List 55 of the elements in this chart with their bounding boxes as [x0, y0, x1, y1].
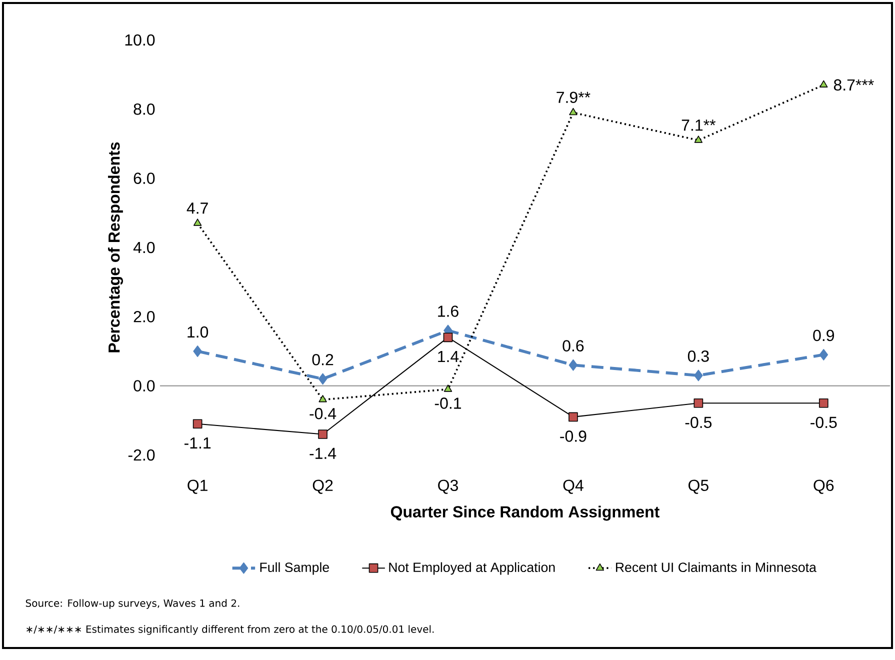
point [443, 332, 453, 342]
point [318, 394, 327, 402]
data-label: 0.3 [688, 350, 709, 362]
y-tick-label: 6.0 [134, 172, 155, 184]
point [568, 359, 578, 371]
point [193, 218, 202, 226]
data-label: -1.1 [184, 437, 211, 448]
point [694, 398, 704, 408]
legend-label: Recent UI Claimants in Minnesota [616, 562, 816, 572]
point [318, 430, 328, 439]
data-label: 0.6 [562, 340, 584, 352]
x-tick-label: Q3 [438, 480, 458, 494]
legend-label: Full Sample [260, 562, 329, 575]
point [694, 370, 703, 382]
data-label: 8.7*** [834, 79, 874, 91]
data-label: -1.4 [310, 448, 336, 459]
data-label: -0.4 [310, 408, 336, 420]
y-tick-label: 2.0 [134, 311, 155, 322]
data-label: 0.2 [312, 354, 334, 366]
data-label: 4.7 [186, 202, 208, 214]
data-label: -0.5 [685, 416, 712, 428]
point [568, 412, 578, 422]
x-tick-label: Q2 [312, 480, 333, 494]
y-tick-label: 0.0 [134, 380, 155, 392]
x-tick-label: Q6 [814, 480, 834, 494]
point [820, 80, 828, 88]
y-tick-label: 10.0 [125, 34, 155, 46]
y-tick-label: 4.0 [133, 242, 155, 254]
y-tick-label: -2.0 [128, 449, 155, 461]
data-label: 0.9 [813, 330, 834, 342]
point [819, 348, 828, 360]
data-label: 1.0 [188, 326, 208, 338]
y-tick-label: 8.0 [134, 104, 155, 115]
x-tick-label: Q4 [563, 480, 584, 494]
data-label: -0.9 [560, 430, 586, 442]
text: ∗/∗∗/∗∗∗ Estimates significantly different from zero at the 0.10/0.05/0.01 level. [26, 625, 434, 635]
x-tick-label: Q1 [188, 480, 208, 494]
data-label: 1.6 [438, 306, 458, 317]
point [193, 346, 202, 357]
source-note: Source: Follow-up surveys, Waves 1 and 2. [26, 599, 240, 609]
x-axis-title: Quarter Since Random Assignment [390, 506, 660, 521]
point [569, 108, 578, 116]
point [694, 136, 703, 143]
point [444, 384, 452, 392]
point [318, 373, 328, 385]
data-label: -0.1 [434, 398, 461, 409]
point [192, 419, 202, 429]
data-label: 1.4 [438, 351, 459, 362]
data-label: 7.1** [682, 120, 716, 131]
data-label: 7.9** [556, 92, 590, 104]
x-tick-label: Q5 [688, 480, 708, 494]
y-axis-title: Percentage of Respondents [108, 142, 123, 352]
point [818, 398, 828, 408]
data-label: -0.5 [810, 416, 837, 428]
legend-label: Not Employed at Application [389, 562, 555, 575]
